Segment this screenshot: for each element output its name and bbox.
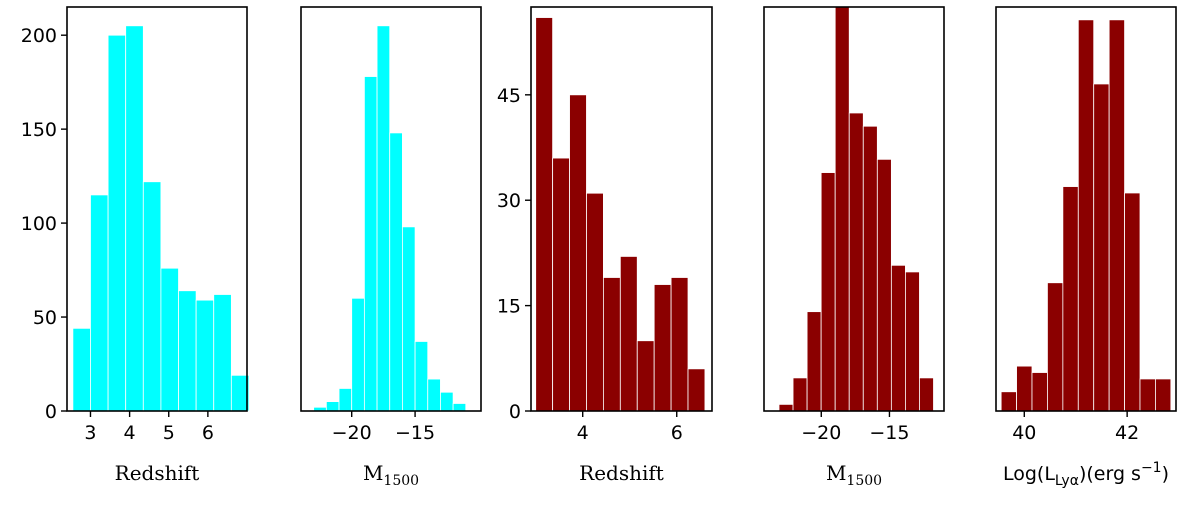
- histogram-bar: [862, 125, 878, 412]
- histogram-bar: [1000, 391, 1017, 412]
- x-axis-label: Log(LLyα)(erg s−1): [1003, 460, 1169, 489]
- histogram-bar: [552, 157, 570, 412]
- x-tick-label: −15: [395, 422, 435, 444]
- histogram-bar: [351, 297, 365, 412]
- histogram-bar: [363, 76, 378, 412]
- y-tick-label: 150: [21, 119, 57, 141]
- y-tick-label: 30: [497, 190, 521, 212]
- histogram-bar: [653, 284, 672, 412]
- histogram-bar: [569, 94, 587, 412]
- x-tick-label: 40: [1012, 422, 1036, 444]
- histogram-bar: [687, 368, 706, 412]
- y-tick-label: 0: [509, 401, 521, 423]
- histogram-bar: [427, 378, 441, 412]
- histogram-bar: [1062, 186, 1079, 412]
- x-tick-label: 6: [671, 422, 683, 444]
- histogram-bar: [806, 311, 822, 412]
- histogram-bar: [195, 299, 215, 412]
- x-tick-label: 6: [202, 422, 214, 444]
- histogram-bar: [213, 294, 232, 412]
- histogram-bar: [670, 277, 689, 412]
- histogram-bar: [178, 290, 197, 412]
- x-axis-label: Redshift: [579, 461, 664, 485]
- histogram-bar: [338, 388, 353, 412]
- y-tick-label: 100: [21, 213, 57, 235]
- histogram-bar: [1016, 365, 1033, 412]
- histogram-bar: [107, 34, 127, 412]
- histogram-panel-3: 4 6 0 15 30 45 Redshift: [497, 6, 713, 485]
- histogram-bar: [376, 25, 391, 412]
- histogram-bar: [1031, 372, 1048, 412]
- histogram-bar: [414, 341, 429, 412]
- histogram-bar: [452, 403, 467, 412]
- x-axis-label: M1500: [363, 461, 419, 489]
- histogram-bar: [919, 377, 934, 412]
- histogram-bar: [876, 158, 892, 412]
- histogram-bar: [636, 340, 655, 412]
- x-axis-label: M1500: [826, 461, 882, 489]
- histogram-panel-5: 40 42 Log(LLyα)(erg s−1): [995, 6, 1177, 489]
- histogram-bar: [778, 403, 794, 412]
- histogram-bar: [125, 25, 144, 412]
- histogram-bar: [440, 391, 454, 412]
- x-axis-label: Redshift: [115, 461, 200, 485]
- x-tick-label: 5: [163, 422, 175, 444]
- histogram-bar: [1077, 19, 1095, 412]
- histogram-bar: [72, 327, 91, 412]
- histogram-bar: [325, 401, 340, 412]
- histogram-bar: [1093, 83, 1110, 412]
- x-tick-label: −20: [801, 422, 841, 444]
- histogram-bar: [142, 181, 162, 412]
- axes-frame: [995, 6, 1177, 412]
- axes-frame: [300, 6, 482, 412]
- histogram-panel-4: −20 −15 M1500: [763, 6, 945, 489]
- histogram-bar: [603, 277, 621, 412]
- histogram-bar: [1108, 19, 1125, 412]
- histogram-bar: [890, 264, 906, 412]
- histogram-bar: [820, 172, 836, 412]
- x-tick-label: 4: [577, 422, 589, 444]
- axes-frame: [530, 6, 713, 412]
- y-tick-label: 45: [497, 85, 521, 107]
- axes-frame: [66, 6, 248, 412]
- histogram-bar: [402, 226, 416, 412]
- x-tick-label: −15: [869, 422, 909, 444]
- x-tick-label: 4: [124, 422, 136, 444]
- histogram-panel-1: 3 4 5 6 0 50 100 150 200 Redshift: [21, 6, 250, 485]
- histogram-bar: [1139, 378, 1156, 412]
- histogram-panel-2: −20 −15 M1500: [300, 6, 482, 489]
- y-tick-label: 50: [33, 307, 57, 329]
- histogram-bar: [1155, 378, 1172, 412]
- histogram-bar: [389, 132, 403, 412]
- histogram-bar: [586, 192, 604, 412]
- histogram-bar: [1124, 192, 1141, 412]
- histogram-bar: [535, 17, 554, 412]
- histogram-bar: [792, 377, 808, 412]
- histogram-bar: [848, 112, 864, 412]
- x-tick-label: 3: [84, 422, 96, 444]
- y-tick-label: 0: [45, 401, 57, 423]
- histogram-bar: [1047, 282, 1064, 412]
- axes-frame: [763, 6, 945, 412]
- histogram-bar: [834, 6, 850, 412]
- x-tick-label: −20: [332, 422, 372, 444]
- histogram-bar: [90, 194, 109, 412]
- histogram-bar: [619, 256, 638, 412]
- x-tick-label: 42: [1115, 422, 1139, 444]
- y-tick-label: 200: [21, 25, 57, 47]
- histogram-bar: [905, 271, 920, 412]
- histogram-bar: [160, 267, 179, 412]
- y-tick-label: 15: [497, 296, 521, 318]
